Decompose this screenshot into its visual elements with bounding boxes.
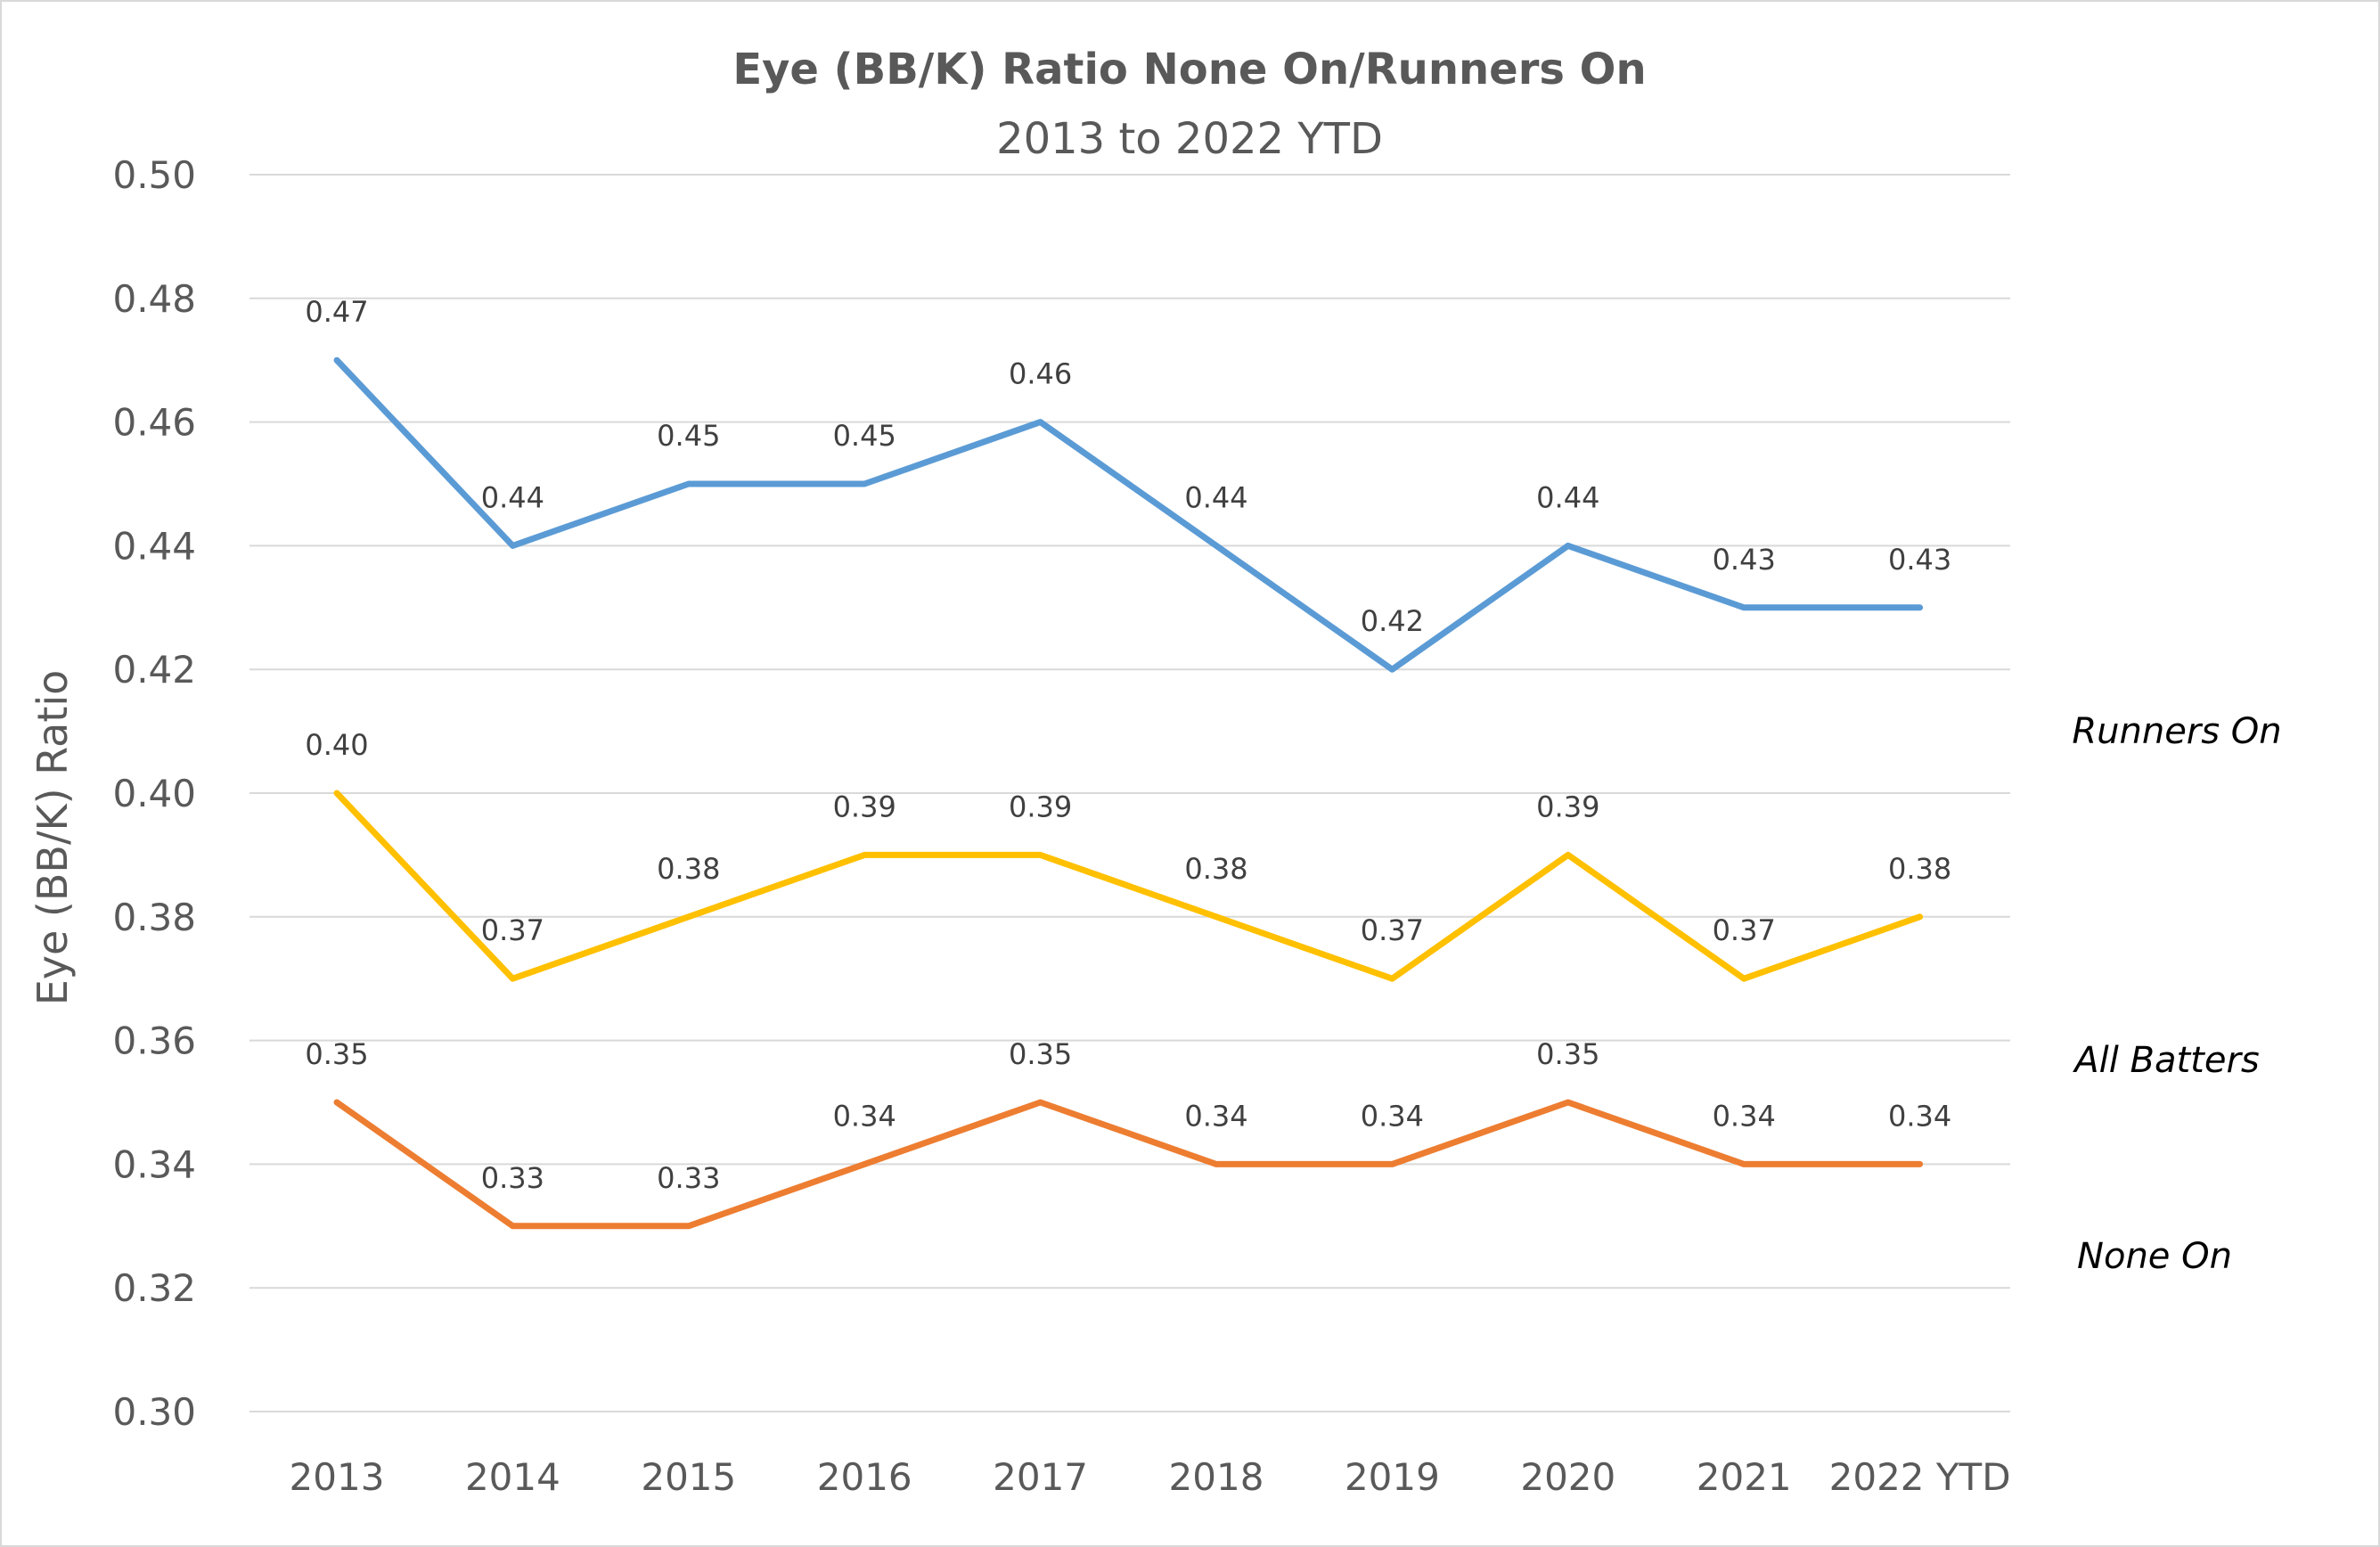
- x-tick-label: 2013: [290, 1455, 385, 1499]
- y-tick-label: 0.36: [112, 1019, 196, 1063]
- series-line-none-on: [333, 1099, 1924, 1230]
- series-name-none-on: None On: [2077, 1236, 2232, 1277]
- data-label: 0.45: [657, 419, 720, 453]
- data-label: 0.33: [481, 1161, 544, 1195]
- data-label: 0.34: [1184, 1099, 1247, 1133]
- series-line-runners-on: [333, 356, 1924, 673]
- chart-subtitle: 2013 to 2022 YTD: [996, 114, 1383, 164]
- data-label: 0.35: [1009, 1037, 1072, 1071]
- x-tick-label: 2020: [1520, 1455, 1615, 1499]
- gridlines: [249, 174, 2010, 1412]
- data-label: 0.39: [833, 790, 896, 823]
- y-tick-label: 0.50: [112, 153, 196, 197]
- data-label: 0.33: [657, 1161, 720, 1195]
- series-lines: [333, 356, 1924, 1230]
- x-tick-label: 2014: [465, 1455, 560, 1499]
- data-label: 0.35: [1536, 1037, 1599, 1071]
- x-tick-label: 2015: [641, 1455, 736, 1499]
- data-label: 0.46: [1009, 357, 1072, 391]
- y-tick-label: 0.46: [112, 401, 196, 445]
- y-tick-label: 0.34: [112, 1142, 196, 1186]
- data-label: 0.45: [833, 419, 896, 453]
- data-label: 0.40: [305, 728, 368, 762]
- data-label: 0.34: [833, 1099, 896, 1133]
- data-label: 0.38: [657, 852, 720, 886]
- x-axis-ticks: 2013 2014 2015 2016 2017 2018 2019 2020 2021 2022…: [290, 1455, 2011, 1499]
- y-tick-label: 0.48: [112, 277, 196, 321]
- data-label: 0.37: [1713, 913, 1776, 947]
- data-label: 0.37: [1361, 913, 1424, 947]
- data-label: 0.43: [1888, 543, 1951, 577]
- data-label: 0.39: [1009, 790, 1072, 823]
- data-label: 0.37: [481, 913, 544, 947]
- x-tick-label: 2021: [1697, 1455, 1792, 1499]
- x-tick-label: 2022 YTD: [1829, 1455, 2011, 1499]
- x-tick-label: 2017: [993, 1455, 1088, 1499]
- data-label: 0.35: [305, 1037, 368, 1071]
- y-tick-label: 0.42: [112, 648, 196, 692]
- x-tick-label: 2019: [1345, 1455, 1440, 1499]
- series-name-runners-on: Runners On: [2072, 711, 2281, 752]
- data-labels: 0.47 0.44 0.45 0.45 0.46 0.44 0.42 0.44 0.43 0.43…: [305, 295, 1951, 1195]
- series-names: Runners On All Batters None On: [2072, 711, 2281, 1277]
- data-label: 0.34: [1361, 1099, 1424, 1133]
- data-label: 0.34: [1713, 1099, 1776, 1133]
- data-label: 0.44: [1184, 480, 1247, 514]
- y-tick-label: 0.44: [112, 524, 196, 568]
- series-line-all-batters: [333, 790, 1924, 982]
- x-tick-label: 2016: [817, 1455, 912, 1499]
- data-label: 0.44: [481, 480, 544, 514]
- data-label: 0.47: [305, 295, 368, 329]
- data-label: 0.38: [1184, 852, 1247, 886]
- y-axis-ticks: 0.30 0.32 0.34 0.36 0.38 0.40 0.42 0.44 0.46 0.48…: [112, 153, 196, 1434]
- data-label: 0.38: [1888, 852, 1951, 886]
- data-label: 0.34: [1888, 1099, 1951, 1133]
- data-label: 0.42: [1361, 604, 1424, 638]
- series-name-all-batters: All Batters: [2072, 1040, 2260, 1081]
- y-axis-title: Eye (BB/K) Ratio: [29, 670, 77, 1006]
- x-tick-label: 2018: [1169, 1455, 1264, 1499]
- y-tick-label: 0.30: [112, 1390, 196, 1434]
- y-tick-label: 0.40: [112, 772, 196, 815]
- data-label: 0.39: [1536, 790, 1599, 823]
- chart-title: Eye (BB/K) Ratio None On/Runners On: [732, 45, 1646, 94]
- data-label: 0.44: [1536, 480, 1599, 514]
- y-tick-label: 0.38: [112, 896, 196, 939]
- y-tick-label: 0.32: [112, 1266, 196, 1310]
- data-label: 0.43: [1713, 543, 1776, 577]
